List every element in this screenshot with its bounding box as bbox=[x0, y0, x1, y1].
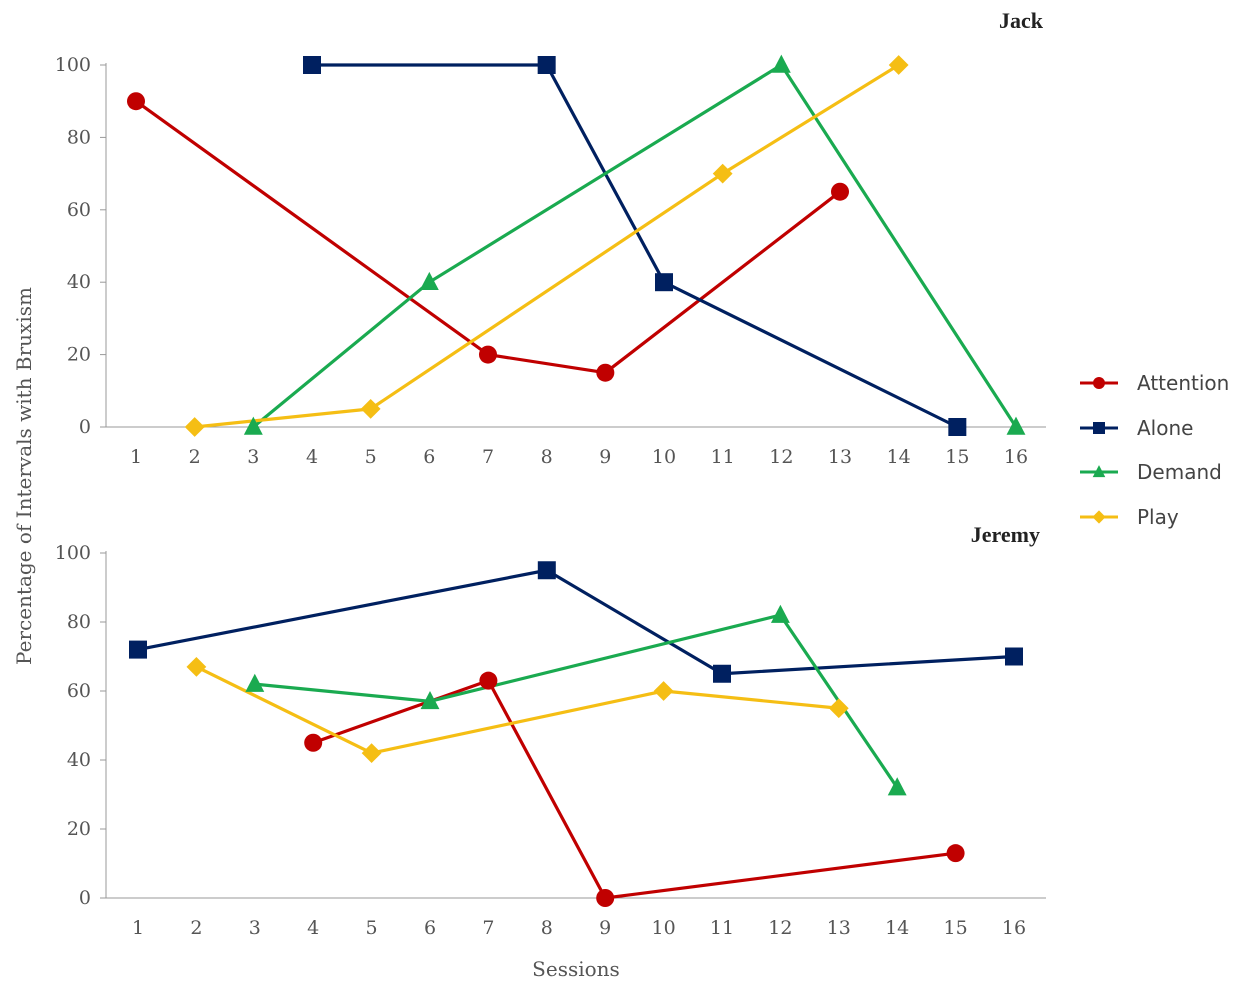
y-tick-label: 100 bbox=[55, 54, 91, 76]
x-tick-label: 2 bbox=[190, 917, 202, 939]
data-point-attention bbox=[479, 345, 497, 364]
data-point-alone bbox=[303, 56, 321, 74]
data-point-alone bbox=[713, 664, 731, 683]
legend-label-play: Play bbox=[1137, 505, 1179, 529]
data-point-play bbox=[653, 681, 674, 701]
panel-title: Jeremy bbox=[971, 522, 1040, 547]
x-tick-label: 6 bbox=[424, 917, 436, 939]
data-point-play bbox=[888, 55, 909, 75]
y-tick-label: 0 bbox=[79, 887, 91, 909]
series-line-attention bbox=[135, 99, 841, 375]
x-tick-label: 12 bbox=[769, 446, 793, 468]
data-point-play bbox=[360, 399, 381, 419]
x-tick-label: 15 bbox=[945, 446, 969, 468]
x-tick-label: 5 bbox=[366, 917, 378, 939]
data-point-play bbox=[361, 743, 382, 763]
x-tick-label: 14 bbox=[887, 446, 911, 468]
x-tick-label: 16 bbox=[1002, 917, 1026, 939]
legend-marker-play bbox=[1092, 510, 1106, 524]
x-tick-label: 8 bbox=[541, 446, 553, 468]
x-tick-label: 14 bbox=[885, 917, 909, 939]
data-point-attention bbox=[831, 182, 849, 201]
data-point-attention bbox=[127, 92, 145, 111]
y-tick-label: 80 bbox=[67, 126, 91, 148]
x-tick-label: 4 bbox=[307, 917, 319, 939]
x-tick-label: 9 bbox=[599, 446, 611, 468]
data-point-attention bbox=[479, 671, 498, 690]
series-line-alone bbox=[137, 568, 1015, 676]
data-point-demand bbox=[771, 54, 791, 73]
series-line-alone bbox=[312, 63, 959, 429]
x-tick-label: 13 bbox=[828, 446, 852, 468]
data-point-alone bbox=[1005, 647, 1023, 666]
y-tick-label: 20 bbox=[67, 344, 91, 366]
y-tick-label: 60 bbox=[67, 199, 91, 221]
data-point-play bbox=[186, 656, 207, 677]
x-tick-label: 1 bbox=[130, 446, 142, 468]
x-axis-title: Sessions bbox=[532, 957, 620, 981]
data-point-play bbox=[828, 698, 849, 719]
x-tick-label: 11 bbox=[711, 446, 735, 468]
x-tick-label: 4 bbox=[306, 446, 318, 468]
data-point-demand bbox=[420, 691, 440, 710]
series-line-play bbox=[194, 63, 900, 429]
x-tick-label: 7 bbox=[482, 446, 494, 468]
series-line-demand bbox=[254, 613, 899, 789]
x-tick-label: 1 bbox=[132, 917, 144, 939]
data-point-demand bbox=[1006, 416, 1026, 435]
x-tick-label: 2 bbox=[189, 446, 201, 468]
y-tick-label: 20 bbox=[67, 818, 91, 840]
x-tick-label: 10 bbox=[652, 917, 676, 939]
panel-title: Jack bbox=[999, 8, 1044, 33]
legend-label-attention: Attention bbox=[1137, 371, 1229, 395]
y-axis-title: Percentage of Intervals with Bruxism bbox=[12, 287, 36, 665]
y-tick-label: 0 bbox=[79, 416, 91, 438]
legend-marker-alone bbox=[1093, 422, 1105, 434]
x-tick-label: 3 bbox=[249, 917, 261, 939]
y-tick-label: 40 bbox=[67, 749, 91, 771]
data-point-demand bbox=[243, 416, 263, 435]
x-tick-label: 13 bbox=[827, 917, 851, 939]
data-point-demand bbox=[770, 604, 790, 623]
data-point-attention bbox=[304, 733, 323, 752]
data-point-alone bbox=[655, 273, 673, 292]
data-point-attention bbox=[946, 844, 965, 863]
legend-marker-demand bbox=[1092, 465, 1106, 478]
data-point-attention bbox=[596, 363, 615, 382]
data-point-demand bbox=[245, 673, 265, 692]
y-tick-label: 60 bbox=[67, 680, 91, 702]
x-tick-label: 10 bbox=[652, 446, 676, 468]
x-tick-label: 12 bbox=[768, 917, 792, 939]
data-point-attention bbox=[596, 889, 615, 907]
series-line-demand bbox=[252, 63, 1018, 429]
series-line-attention bbox=[312, 679, 956, 900]
x-tick-label: 15 bbox=[944, 917, 968, 939]
x-tick-label: 8 bbox=[541, 917, 553, 939]
data-point-alone bbox=[537, 561, 556, 580]
x-tick-label: 3 bbox=[247, 446, 259, 468]
legend-label-alone: Alone bbox=[1137, 416, 1193, 440]
legend-label-demand: Demand bbox=[1137, 460, 1222, 484]
data-point-demand bbox=[419, 271, 439, 290]
data-point-play bbox=[712, 163, 733, 184]
series-line-play bbox=[195, 665, 839, 755]
data-point-alone bbox=[537, 56, 556, 74]
x-tick-label: 16 bbox=[1004, 446, 1028, 468]
x-tick-label: 7 bbox=[482, 917, 494, 939]
y-tick-label: 80 bbox=[67, 611, 91, 633]
x-tick-label: 11 bbox=[710, 917, 734, 939]
data-point-alone bbox=[948, 418, 967, 436]
y-tick-label: 40 bbox=[67, 271, 91, 293]
data-point-play bbox=[184, 417, 205, 437]
x-tick-label: 6 bbox=[423, 446, 435, 468]
y-tick-label: 100 bbox=[55, 542, 91, 564]
x-tick-label: 5 bbox=[365, 446, 377, 468]
x-tick-label: 9 bbox=[599, 917, 611, 939]
data-point-demand bbox=[887, 777, 907, 796]
data-point-alone bbox=[129, 640, 147, 659]
legend-marker-attention bbox=[1093, 377, 1105, 389]
